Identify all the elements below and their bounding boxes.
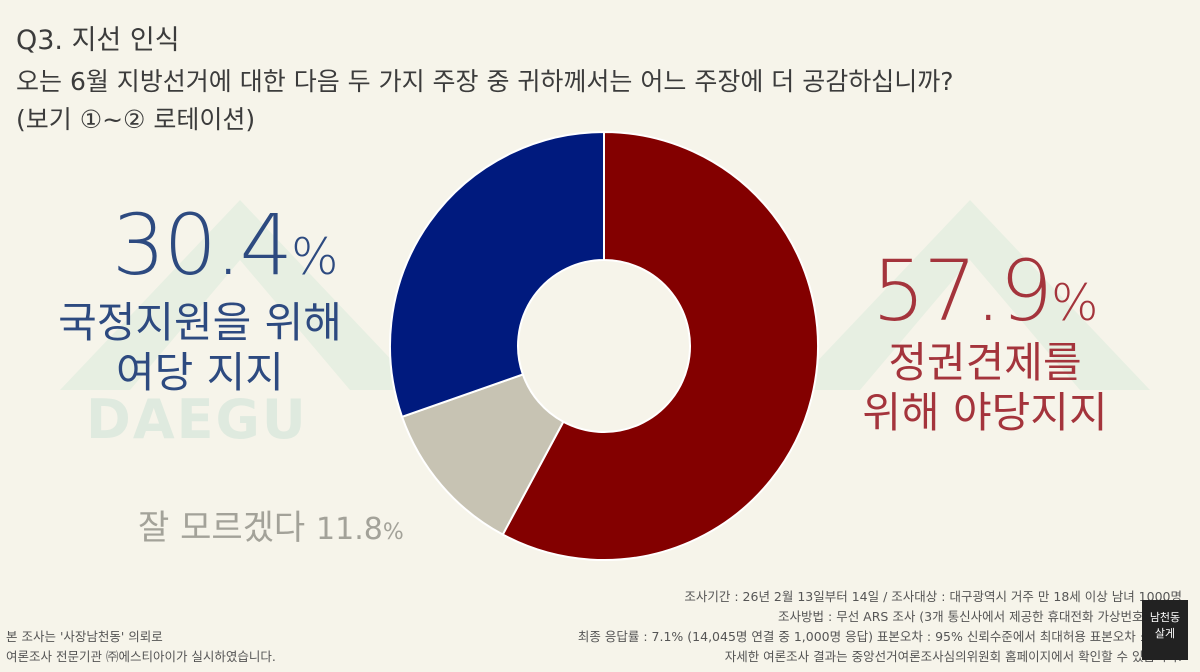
dont-know-label: 잘 모르겠다 11.8% (138, 500, 404, 549)
opposition-percent: 57.9% (872, 242, 1099, 340)
opposition-label-line1: 정권견제를 (888, 338, 1082, 387)
dont-know-text: 잘 모르겠다 (138, 508, 317, 548)
slice-dont-know (400, 373, 565, 536)
opposition-label: 정권견제를 위해 야당지지 (820, 338, 1150, 438)
conductor-note: 여론조사 전문기관 ㈜에스티아이가 실시하였습니다. (6, 649, 276, 664)
badge-line1: 남천동 (1149, 611, 1181, 624)
ruling-label-line1: 국정지원을 위해 (58, 298, 342, 347)
survey-period-note: 조사기간 : 26년 2월 13일부터 14일 / 조사대상 : 대구광역시 거… (684, 589, 1182, 604)
slice-opposition (501, 130, 819, 561)
channel-logo-badge: 남천동 살게 (1142, 600, 1188, 660)
ruling-percent-unit: % (291, 228, 338, 286)
watermark-mountain-left (60, 200, 420, 390)
badge-line2: 살게 (1154, 627, 1176, 640)
watermark-mountain-right (790, 200, 1150, 390)
opposition-percent-value: 57.9 (872, 242, 1053, 340)
details-note: 자세한 여론조사 결과는 중앙선거여론조사심의위원회 홈페이지에서 확인할 수 … (724, 649, 1182, 664)
ruling-percent: 30.4% (112, 196, 339, 294)
response-rate-note: 최종 응답률 : 7.1% (14,045명 연결 중 1,000명 응답) 표… (577, 629, 1182, 644)
watermark-text-left: DAEGU (86, 388, 308, 451)
survey-method-note: 조사방법 : 무선 ARS 조사 (3개 통신사에서 제공한 휴대전화 가상번호… (778, 609, 1182, 624)
question-title: Q3. 지선 인식 (16, 25, 180, 56)
ruling-percent-value: 30.4 (112, 196, 293, 294)
dont-know-percent-unit: % (382, 520, 404, 545)
dont-know-percent-value: 11.8 (316, 512, 383, 547)
commission-note: 본 조사는 '사장남천동' 의뢰로 (6, 629, 163, 644)
question-rotation-note: (보기 ①~② 로테이션) (16, 105, 256, 134)
ruling-label: 국정지원을 위해 여당 지지 (40, 298, 360, 398)
question-text: 오는 6월 지방선거에 대한 다음 두 가지 주장 중 귀하께서는 어느 주장에… (16, 67, 954, 96)
opposition-label-line2: 위해 야당지지 (862, 388, 1108, 437)
donut-chart (389, 130, 819, 561)
slice-ruling (389, 130, 605, 419)
ruling-label-line2: 여당 지지 (116, 348, 284, 397)
opposition-percent-unit: % (1051, 274, 1098, 332)
